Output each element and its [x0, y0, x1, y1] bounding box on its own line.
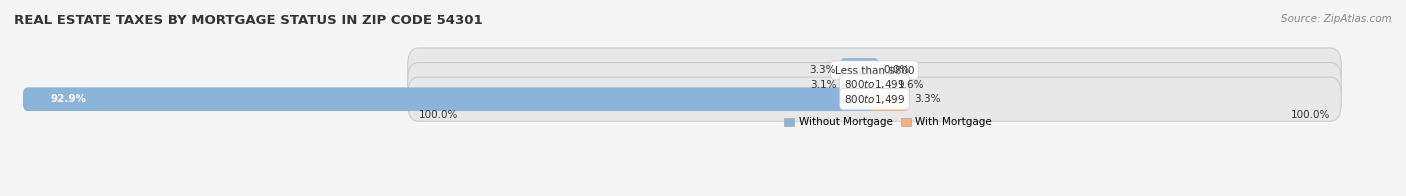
Text: Source: ZipAtlas.com: Source: ZipAtlas.com [1281, 14, 1392, 24]
FancyBboxPatch shape [408, 77, 1341, 121]
FancyBboxPatch shape [870, 73, 894, 96]
Text: 0.0%: 0.0% [883, 65, 910, 75]
FancyBboxPatch shape [22, 87, 879, 111]
Text: $800 to $1,499: $800 to $1,499 [844, 93, 905, 106]
FancyBboxPatch shape [408, 48, 1341, 92]
Text: REAL ESTATE TAXES BY MORTGAGE STATUS IN ZIP CODE 54301: REAL ESTATE TAXES BY MORTGAGE STATUS IN … [14, 14, 482, 27]
FancyBboxPatch shape [839, 58, 879, 82]
Legend: Without Mortgage, With Mortgage: Without Mortgage, With Mortgage [780, 113, 997, 132]
Text: $800 to $1,499: $800 to $1,499 [844, 78, 905, 91]
Text: 100.0%: 100.0% [419, 110, 458, 120]
FancyBboxPatch shape [408, 63, 1341, 107]
FancyBboxPatch shape [870, 87, 910, 111]
Text: Less than $800: Less than $800 [835, 65, 914, 75]
Text: 1.6%: 1.6% [898, 80, 925, 90]
Text: 100.0%: 100.0% [1291, 110, 1330, 120]
Text: 3.1%: 3.1% [811, 80, 837, 90]
FancyBboxPatch shape [842, 73, 879, 96]
Text: 92.9%: 92.9% [51, 94, 86, 104]
Text: 3.3%: 3.3% [808, 65, 835, 75]
Text: 3.3%: 3.3% [914, 94, 941, 104]
